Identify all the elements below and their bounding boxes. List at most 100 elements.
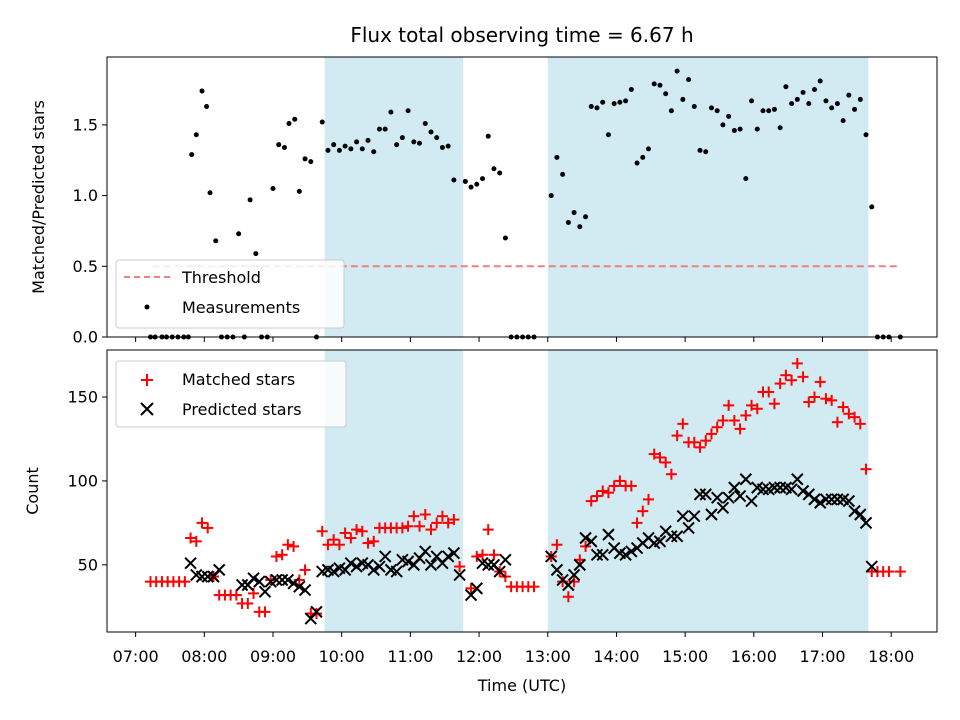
matched-star-point: [660, 456, 672, 468]
matched-star-point: [803, 396, 815, 408]
predicted-legend-label: Predicted stars: [182, 400, 302, 419]
measurement-point: [189, 152, 195, 158]
measurement-point: [491, 166, 497, 172]
matched-legend-label: Matched stars: [182, 370, 295, 389]
matched-star-point: [190, 535, 202, 547]
x-tick-label: 14:00: [593, 647, 639, 666]
bottom-y-axis-title: Count: [23, 467, 42, 515]
matched-star-point: [654, 451, 666, 463]
predicted-star-point: [293, 580, 306, 593]
measurement-point: [703, 149, 709, 155]
bottom-panel: 50 100 150 07:00 08:00 09:00 10:00 11:00 12:00 1…: [23, 349, 938, 695]
measurement-point: [462, 178, 468, 184]
predicted-star-point: [482, 558, 495, 572]
measurement-point: [325, 147, 331, 153]
matched-star-point: [854, 418, 866, 430]
predicted-star-point: [579, 531, 592, 545]
measurement-point: [686, 77, 692, 83]
measurement-point: [468, 184, 474, 190]
measurement-point: [371, 149, 377, 155]
measurement-point: [720, 122, 726, 128]
matched-star-point: [185, 532, 197, 544]
x-tick-label: 08:00: [181, 647, 227, 666]
predicted-stars-series: [184, 473, 878, 625]
bottom-y-axis: 50 100 150: [67, 388, 107, 574]
predicted-star-point: [768, 481, 781, 494]
matched-star-point: [276, 549, 288, 561]
predicted-star-point: [785, 483, 798, 496]
predicted-star-point: [201, 570, 214, 583]
measurement-point: [708, 105, 714, 111]
measurement-point: [319, 119, 325, 125]
matched-star-point: [809, 391, 821, 403]
top-plot-frame: [106, 56, 938, 338]
matched-star-point: [202, 522, 214, 534]
measurement-point: [634, 160, 640, 166]
measurements-legend-swatch: [144, 304, 150, 310]
matched-star-point: [717, 415, 729, 426]
matched-star-point: [179, 576, 191, 588]
measurement-point: [806, 101, 812, 107]
matched-star-point: [339, 527, 351, 539]
predicted-star-point: [327, 565, 340, 578]
predicted-star-point: [791, 473, 804, 486]
predicted-star-point: [424, 558, 438, 572]
matched-star-point: [694, 441, 706, 453]
predicted-star-point: [728, 481, 741, 494]
matched-star-point: [814, 376, 826, 388]
predicted-star-point: [825, 493, 838, 506]
predicted-star-point: [275, 573, 289, 587]
matched-star-point: [648, 448, 660, 460]
predicted-star-point: [682, 521, 695, 535]
measurement-point: [394, 142, 400, 148]
measurement-point: [617, 99, 623, 105]
matched-star-point: [322, 539, 334, 551]
y-tick-label: 100: [67, 471, 98, 490]
matched-star-point: [700, 435, 712, 447]
top-x-ticks: [135, 337, 892, 342]
measurement-point: [857, 96, 863, 102]
measurement-point: [434, 135, 440, 141]
measurement-point: [286, 120, 292, 126]
matched-legend-swatch: [141, 374, 153, 386]
matched-star-point: [528, 581, 540, 593]
matched-star-point: [860, 463, 872, 475]
predicted-star-point: [848, 504, 861, 518]
predicted-star-point: [253, 575, 266, 588]
observing-window: [324, 350, 464, 632]
measurement-point: [571, 210, 577, 216]
matched-star-point: [259, 606, 271, 618]
matched-star-point: [436, 510, 448, 522]
measurement-point: [207, 190, 213, 196]
matched-star-point: [637, 505, 649, 517]
predicted-star-point: [854, 508, 867, 521]
measurement-point: [411, 139, 417, 145]
x-tick-label: 11:00: [387, 647, 433, 666]
x-tick-label: 16:00: [731, 647, 777, 666]
predicted-star-point: [716, 501, 730, 514]
threshold-legend-label: Threshold: [181, 268, 261, 287]
measurement-point: [800, 89, 806, 95]
top-panel: 0.0 0.5 1.0 1.5 Matched/Predicted stars Thr…: [29, 56, 938, 347]
measurement-point: [668, 108, 674, 114]
matched-star-point: [740, 409, 752, 421]
measurement-point: [697, 147, 703, 153]
measurement-point: [502, 235, 508, 241]
matched-star-point: [414, 520, 426, 532]
matched-star-point: [849, 411, 861, 423]
matched-star-point: [665, 468, 677, 480]
predicted-star-point: [453, 568, 466, 582]
predicted-star-point: [281, 573, 295, 587]
measurement-point: [451, 177, 457, 183]
predicted-star-point: [373, 560, 386, 573]
matched-star-point: [362, 537, 374, 549]
predicted-star-point: [722, 491, 735, 504]
matched-star-point: [591, 490, 603, 502]
measurement-point: [863, 132, 869, 138]
predicted-star-point: [739, 473, 753, 486]
matched-star-point: [688, 436, 700, 448]
measurement-point: [365, 137, 371, 143]
predicted-star-point: [688, 509, 701, 523]
measurement-point: [731, 128, 737, 134]
measurement-point: [399, 135, 405, 141]
